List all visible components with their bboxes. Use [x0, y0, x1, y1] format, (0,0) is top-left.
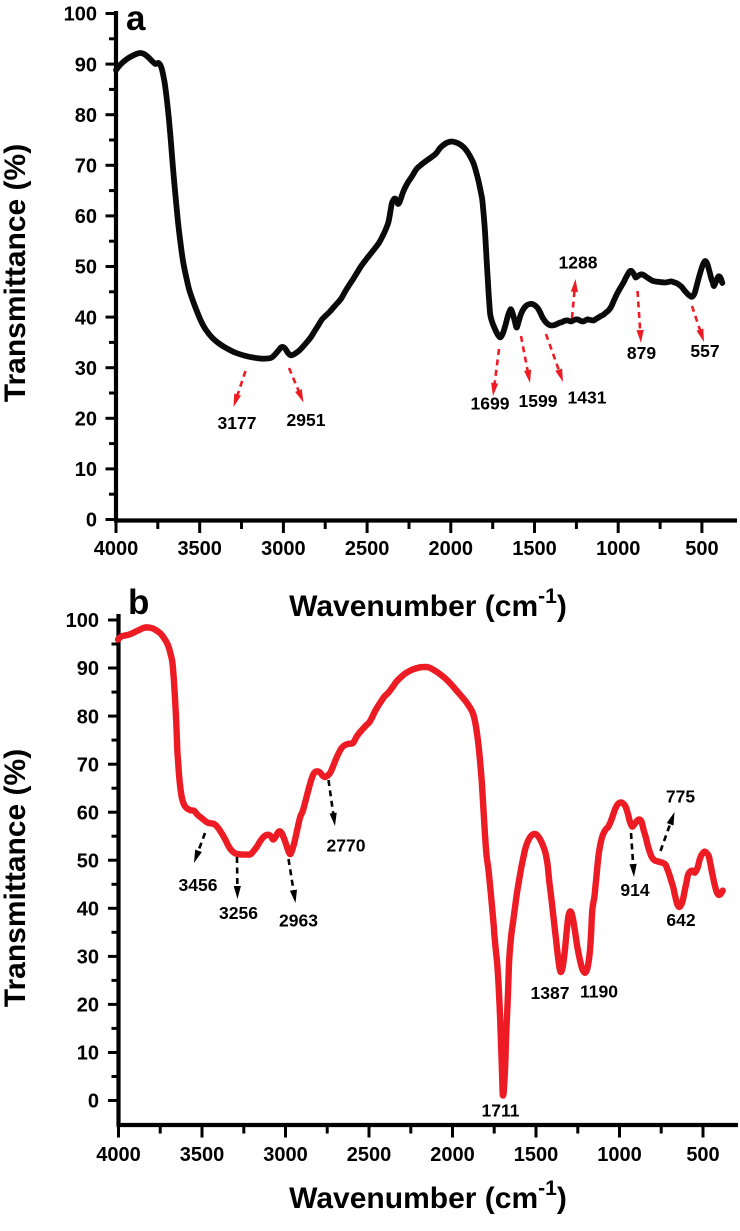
svg-text:50: 50 — [75, 257, 97, 279]
svg-text:10: 10 — [75, 459, 97, 481]
svg-text:Transmittance (%): Transmittance (%) — [0, 749, 32, 1007]
svg-text:500: 500 — [686, 1144, 719, 1166]
svg-text:3177: 3177 — [218, 413, 257, 433]
svg-text:2500: 2500 — [347, 1144, 392, 1166]
svg-text:40: 40 — [75, 307, 97, 329]
svg-text:30: 30 — [75, 358, 97, 380]
svg-text:2963: 2963 — [279, 911, 318, 931]
svg-text:1387: 1387 — [531, 983, 570, 1003]
svg-text:Transmittance (%): Transmittance (%) — [0, 144, 32, 402]
svg-text:1599: 1599 — [519, 391, 558, 411]
svg-text:60: 60 — [77, 802, 99, 824]
svg-text:500: 500 — [685, 538, 718, 560]
svg-text:100: 100 — [66, 610, 99, 632]
svg-text:Wavenumber (cm-1): Wavenumber (cm-1) — [289, 1177, 567, 1215]
svg-text:4000: 4000 — [94, 538, 139, 560]
svg-text:914: 914 — [620, 880, 649, 900]
svg-text:3000: 3000 — [261, 538, 306, 560]
svg-text:0: 0 — [88, 1091, 99, 1113]
svg-text:80: 80 — [77, 706, 99, 728]
svg-text:1431: 1431 — [568, 388, 607, 408]
svg-text:1000: 1000 — [597, 1144, 642, 1166]
svg-text:1190: 1190 — [580, 982, 618, 1002]
svg-text:90: 90 — [75, 54, 97, 76]
svg-text:879: 879 — [627, 343, 656, 363]
svg-text:1699: 1699 — [471, 394, 510, 414]
svg-text:2770: 2770 — [327, 836, 366, 856]
svg-text:0: 0 — [86, 510, 97, 532]
svg-text:3500: 3500 — [177, 538, 222, 560]
svg-text:557: 557 — [690, 341, 719, 361]
svg-text:a: a — [126, 0, 146, 38]
svg-text:20: 20 — [77, 995, 99, 1017]
svg-text:40: 40 — [77, 899, 99, 921]
svg-text:1500: 1500 — [512, 538, 557, 560]
svg-text:2000: 2000 — [430, 1144, 475, 1166]
svg-text:90: 90 — [77, 658, 99, 680]
svg-text:80: 80 — [75, 105, 97, 127]
svg-text:10: 10 — [77, 1043, 99, 1065]
svg-text:70: 70 — [77, 754, 99, 776]
svg-text:3500: 3500 — [180, 1144, 225, 1166]
svg-text:100: 100 — [64, 4, 97, 26]
svg-text:1000: 1000 — [596, 538, 641, 560]
svg-text:60: 60 — [75, 206, 97, 228]
svg-text:50: 50 — [77, 851, 99, 873]
svg-text:1288: 1288 — [559, 253, 598, 273]
svg-text:2951: 2951 — [287, 410, 326, 430]
svg-text:1500: 1500 — [514, 1144, 559, 1166]
svg-text:30: 30 — [77, 947, 99, 969]
svg-text:3456: 3456 — [179, 875, 218, 895]
svg-text:2000: 2000 — [429, 538, 474, 560]
svg-text:70: 70 — [75, 156, 97, 178]
svg-text:Wavenumber (cm-1): Wavenumber (cm-1) — [289, 585, 567, 623]
svg-text:642: 642 — [666, 910, 695, 930]
svg-text:1711: 1711 — [482, 1101, 520, 1121]
svg-text:b: b — [128, 583, 149, 622]
svg-text:3000: 3000 — [263, 1144, 308, 1166]
svg-text:775: 775 — [666, 787, 695, 807]
svg-text:4000: 4000 — [96, 1144, 141, 1166]
svg-text:2500: 2500 — [345, 538, 390, 560]
svg-text:20: 20 — [75, 409, 97, 431]
svg-text:3256: 3256 — [219, 903, 258, 923]
